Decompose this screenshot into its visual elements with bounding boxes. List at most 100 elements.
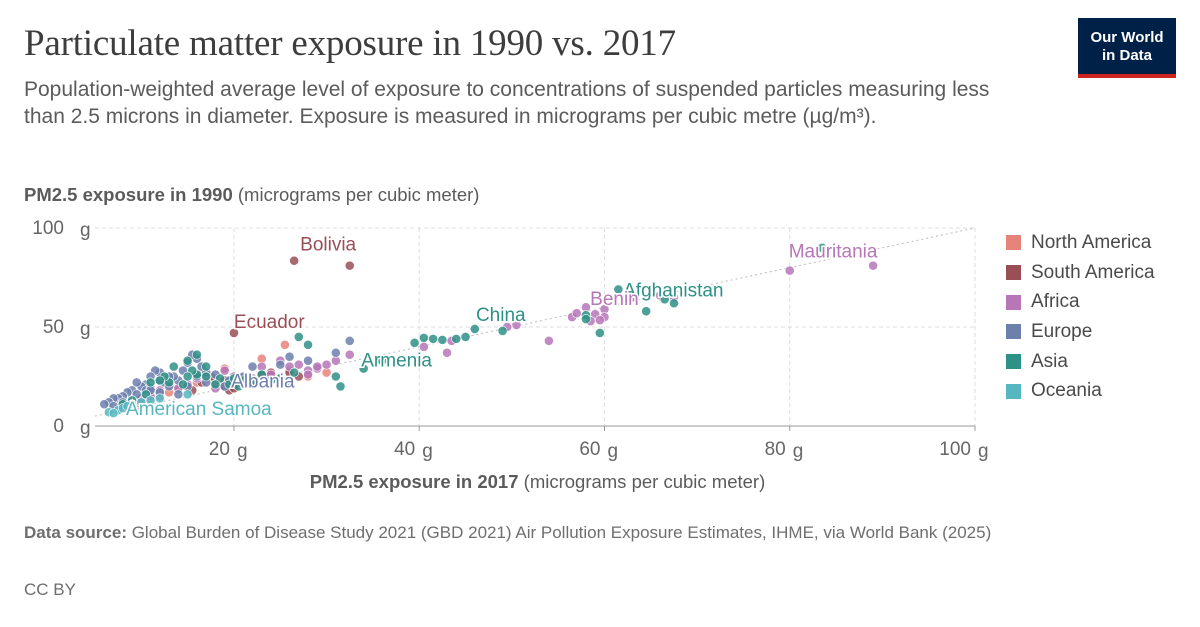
data-point[interactable]: [256, 369, 267, 380]
country-label: Bolivia: [300, 235, 356, 256]
data-point[interactable]: [182, 355, 193, 366]
data-point[interactable]: [99, 399, 110, 410]
data-point[interactable]: [178, 379, 188, 390]
data-point[interactable]: [330, 371, 341, 382]
y-tick-unit: g: [80, 418, 91, 439]
data-point[interactable]: [358, 363, 369, 374]
x-tick-label: 20: [209, 439, 230, 460]
data-point[interactable]: [409, 337, 420, 348]
data-point[interactable]: [469, 324, 480, 334]
data-point[interactable]: [247, 361, 258, 372]
data-point[interactable]: [275, 359, 286, 370]
data-point[interactable]: [511, 320, 522, 330]
grid-lines: [94, 227, 976, 431]
country-label: Ecuador: [234, 312, 305, 333]
data-point[interactable]: [145, 377, 156, 388]
data-point[interactable]: [817, 242, 828, 253]
license[interactable]: CC BY: [24, 580, 76, 599]
data-point[interactable]: [303, 355, 313, 366]
data-point[interactable]: [229, 373, 239, 384]
data-point[interactable]: [344, 349, 355, 360]
data-point[interactable]: [437, 334, 448, 345]
data-point[interactable]: [627, 292, 638, 303]
data-point[interactable]: [108, 408, 119, 419]
data-point[interactable]: [303, 339, 313, 350]
data-point[interactable]: [191, 349, 202, 360]
y-axis-label: PM2.5 exposure in 1990 (micrograms per c…: [24, 184, 479, 206]
data-point[interactable]: [201, 371, 212, 382]
data-point[interactable]: [321, 359, 332, 370]
data-point[interactable]: [275, 373, 286, 384]
legend-item[interactable]: Asia: [1006, 347, 1155, 377]
legend-label: Africa: [1031, 291, 1080, 313]
data-point[interactable]: [289, 367, 300, 378]
data-point[interactable]: [154, 393, 165, 404]
data-point[interactable]: [182, 389, 193, 400]
country-label: Mauritania: [789, 242, 878, 263]
data-point[interactable]: [154, 375, 165, 386]
data-point[interactable]: [344, 260, 355, 271]
data-point[interactable]: [182, 371, 193, 382]
data-point[interactable]: [122, 401, 133, 412]
data-point[interactable]: [594, 328, 605, 338]
legend-swatch: [1006, 265, 1021, 281]
data-point[interactable]: [266, 375, 276, 386]
data-point[interactable]: [335, 381, 346, 392]
data-point[interactable]: [581, 314, 591, 324]
legend-label: North America: [1031, 231, 1152, 253]
data-point[interactable]: [293, 359, 304, 370]
data-point[interactable]: [168, 361, 179, 372]
data-point[interactable]: [659, 294, 670, 305]
data-point[interactable]: [210, 379, 221, 390]
data-point[interactable]: [377, 355, 388, 366]
legend: North America South America Africa Europe As…: [1006, 228, 1155, 406]
data-point[interactable]: [784, 265, 795, 276]
data-point[interactable]: [418, 332, 429, 343]
data-point[interactable]: [131, 377, 142, 388]
legend-item[interactable]: Africa: [1006, 287, 1155, 317]
legend-item[interactable]: Oceania: [1006, 376, 1155, 406]
data-point[interactable]: [442, 347, 452, 358]
data-point[interactable]: [201, 361, 212, 372]
legend-item[interactable]: North America: [1006, 228, 1155, 258]
data-point[interactable]: [233, 381, 244, 392]
y-tick-label: 50: [43, 317, 64, 338]
data-point[interactable]: [136, 397, 147, 408]
data-point[interactable]: [451, 333, 462, 344]
data-point[interactable]: [669, 298, 679, 309]
data-point[interactable]: [497, 326, 508, 336]
logo-line-1: Our World: [1090, 29, 1164, 46]
data-point[interactable]: [303, 369, 313, 380]
data-point[interactable]: [284, 377, 295, 388]
x-tick-label: 40: [394, 439, 415, 460]
data-point[interactable]: [289, 255, 300, 266]
data-point[interactable]: [173, 389, 184, 400]
data-point[interactable]: [344, 335, 355, 346]
data-point[interactable]: [229, 328, 239, 338]
data-point[interactable]: [594, 315, 605, 325]
data-point[interactable]: [868, 260, 879, 271]
legend-item[interactable]: Europe: [1006, 317, 1155, 347]
data-point[interactable]: [641, 306, 652, 317]
legend-swatch: [1006, 235, 1021, 251]
data-point[interactable]: [613, 284, 624, 295]
data-point[interactable]: [247, 379, 258, 390]
country-label: American Samoa: [126, 399, 272, 420]
data-point[interactable]: [460, 331, 471, 342]
legend-swatch: [1006, 294, 1021, 310]
data-point[interactable]: [428, 333, 439, 344]
owid-logo[interactable]: Our World in Data: [1078, 18, 1176, 78]
legend-item[interactable]: South America: [1006, 258, 1155, 288]
x-tick-unit: g: [237, 441, 248, 462]
data-point[interactable]: [279, 339, 290, 350]
data-point[interactable]: [293, 331, 304, 342]
data-point[interactable]: [312, 361, 323, 372]
data-point[interactable]: [543, 335, 554, 346]
y-tick-unit: g: [80, 220, 91, 241]
data-point[interactable]: [330, 347, 341, 358]
data-point[interactable]: [284, 351, 295, 362]
data-point[interactable]: [571, 308, 582, 319]
data-point[interactable]: [145, 395, 156, 406]
data-point[interactable]: [219, 365, 230, 376]
x-axis-label-unit: (micrograms per cubic meter): [518, 471, 766, 492]
